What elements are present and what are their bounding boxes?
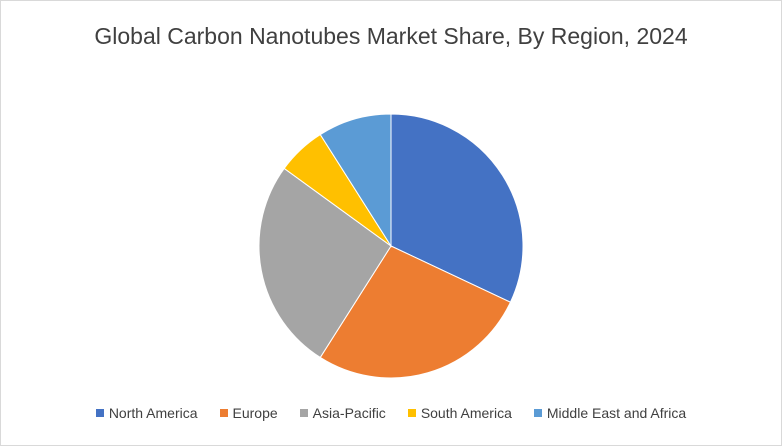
pie-slice [390, 113, 524, 303]
legend-item: Asia-Pacific [299, 405, 386, 421]
legend-swatch [95, 409, 104, 417]
pie-area [258, 113, 524, 379]
legend-label: North America [108, 405, 198, 421]
legend-swatch [407, 409, 416, 417]
legend-label: Asia-Pacific [312, 405, 386, 421]
legend-swatch [533, 409, 542, 417]
legend-label: South America [420, 405, 512, 421]
legend: North America Europe Asia-Pacific South Ame… [1, 405, 781, 421]
legend-label: Middle East and Africa [546, 405, 687, 421]
legend-swatch [219, 409, 228, 417]
legend-item: Europe [219, 405, 278, 421]
legend-item: North America [95, 405, 198, 421]
legend-swatch [299, 409, 308, 417]
pie-slice [319, 113, 392, 248]
chart-title: Global Carbon Nanotubes Market Share, By… [94, 23, 688, 49]
legend-label: Europe [232, 405, 278, 421]
pie-slice [258, 167, 392, 359]
pie-slice [319, 245, 512, 379]
legend-item: Middle East and Africa [533, 405, 687, 421]
legend-item: South America [407, 405, 512, 421]
